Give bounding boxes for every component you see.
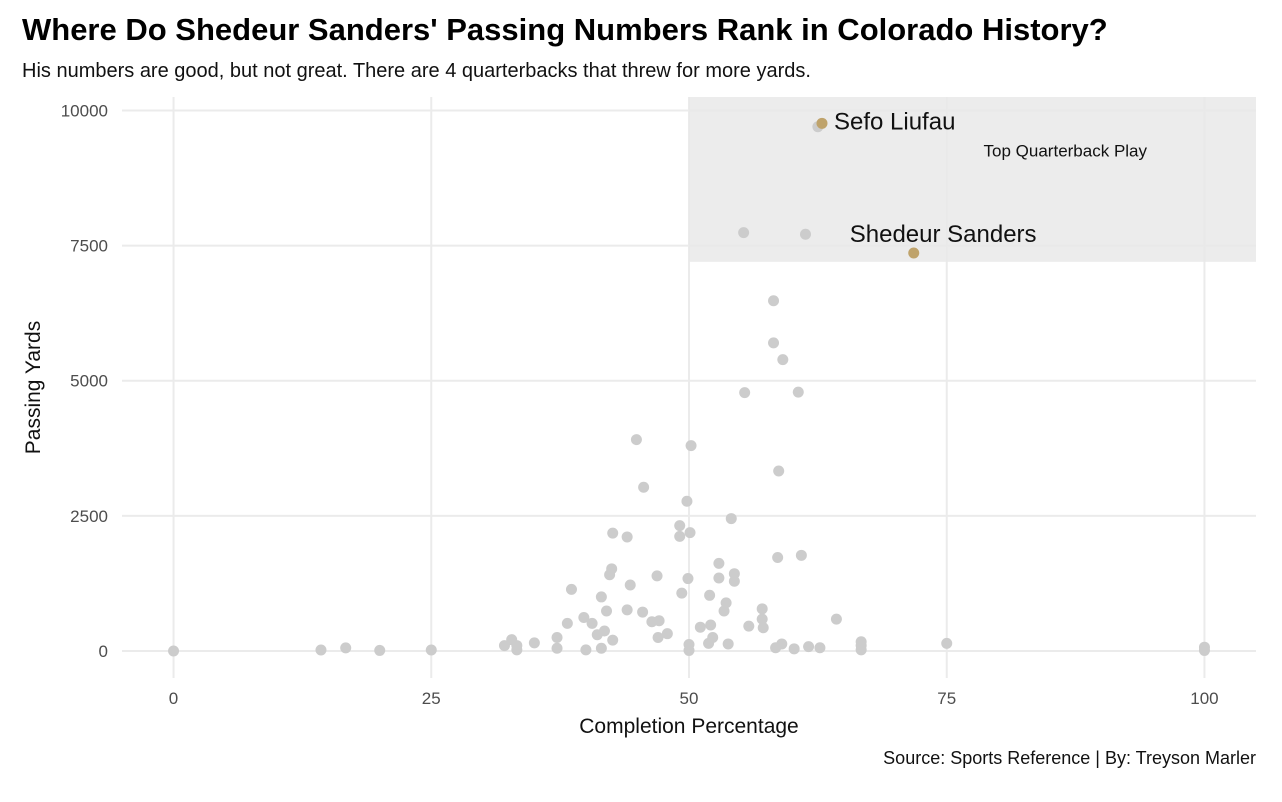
data-point (773, 465, 785, 477)
data-point (653, 615, 665, 627)
source-caption: Source: Sports Reference | By: Treyson M… (883, 748, 1256, 768)
x-axis-title: Completion Percentage (579, 715, 798, 738)
data-point (788, 643, 800, 655)
data-point (685, 440, 697, 452)
y-tick-label: 0 (99, 642, 108, 661)
data-point (799, 228, 811, 240)
y-tick-label: 10000 (61, 102, 108, 121)
data-point (606, 563, 618, 575)
data-point (795, 549, 807, 561)
data-point (374, 644, 386, 656)
data-point (580, 644, 592, 656)
data-point (756, 603, 768, 615)
data-point (1198, 644, 1210, 656)
data-point (792, 386, 804, 398)
data-point (713, 572, 725, 584)
highlight-label: Sefo Liufau (834, 108, 955, 135)
data-point (528, 637, 540, 649)
data-point (725, 513, 737, 525)
y-tick-label: 5000 (70, 372, 108, 391)
data-point (551, 631, 563, 643)
x-axis-ticks: 0 25 50 75 100 (169, 689, 1219, 708)
y-tick-label: 2500 (70, 507, 108, 526)
data-point (630, 434, 642, 446)
data-point (768, 337, 780, 349)
data-point (705, 619, 717, 631)
x-tick-label: 25 (422, 689, 441, 708)
highlight-point (816, 117, 828, 129)
data-point (586, 617, 598, 629)
y-tick-label: 7500 (70, 237, 108, 256)
data-point (637, 606, 649, 618)
data-point (651, 570, 663, 582)
data-points (168, 121, 1210, 657)
data-point (757, 622, 769, 634)
data-point (855, 644, 867, 656)
data-point (830, 613, 842, 625)
data-point (638, 481, 650, 493)
data-point (739, 387, 751, 399)
data-point (681, 495, 693, 507)
data-point (682, 573, 694, 585)
data-point (768, 295, 780, 307)
data-point (315, 644, 327, 656)
data-point (621, 531, 633, 543)
x-tick-label: 50 (680, 689, 699, 708)
region-label: Top Quarterback Play (984, 141, 1148, 160)
data-point (168, 645, 180, 657)
data-point (803, 641, 815, 653)
data-point (652, 631, 664, 643)
top-qb-region (689, 97, 1256, 262)
data-point (425, 644, 437, 656)
data-point (674, 520, 686, 532)
data-point (738, 227, 750, 239)
data-point (694, 621, 706, 633)
data-point (340, 642, 352, 654)
y-axis-title: Passing Yards (22, 321, 45, 454)
data-point (722, 638, 734, 650)
data-point (598, 625, 610, 637)
data-point (578, 611, 590, 623)
data-point (684, 527, 696, 539)
data-point (941, 637, 953, 649)
data-point (728, 568, 740, 580)
data-point (511, 644, 523, 656)
data-point (720, 597, 732, 609)
data-point (772, 551, 784, 563)
data-point (776, 638, 788, 650)
data-point (676, 587, 688, 599)
x-tick-label: 100 (1190, 689, 1218, 708)
data-point (707, 631, 719, 643)
data-point (814, 642, 826, 654)
data-point (683, 644, 695, 656)
data-point (621, 604, 633, 616)
x-tick-label: 0 (169, 689, 178, 708)
data-point (565, 583, 577, 595)
data-point (777, 354, 789, 366)
data-point (601, 605, 613, 617)
data-point (661, 628, 673, 640)
data-point (756, 613, 768, 625)
data-point (743, 620, 755, 632)
data-point (624, 579, 636, 591)
data-point (704, 589, 716, 601)
data-point (561, 617, 573, 629)
data-point (551, 642, 563, 654)
data-point (728, 575, 740, 587)
highlight-point (908, 247, 920, 259)
data-point (595, 591, 607, 603)
highlighted-points: Sefo Liufau Shedeur Sanders (816, 108, 1037, 259)
x-tick-label: 75 (937, 689, 956, 708)
data-point (595, 642, 607, 654)
y-axis-ticks: 0 2500 5000 7500 10000 (61, 102, 108, 661)
highlight-label: Shedeur Sanders (850, 221, 1037, 248)
data-point (674, 530, 686, 542)
chart-subtitle: His numbers are good, but not great. The… (22, 60, 811, 82)
chart-title: Where Do Shedeur Sanders' Passing Number… (22, 12, 1108, 47)
data-point (607, 634, 619, 646)
data-point (713, 557, 725, 569)
data-point (607, 527, 619, 539)
